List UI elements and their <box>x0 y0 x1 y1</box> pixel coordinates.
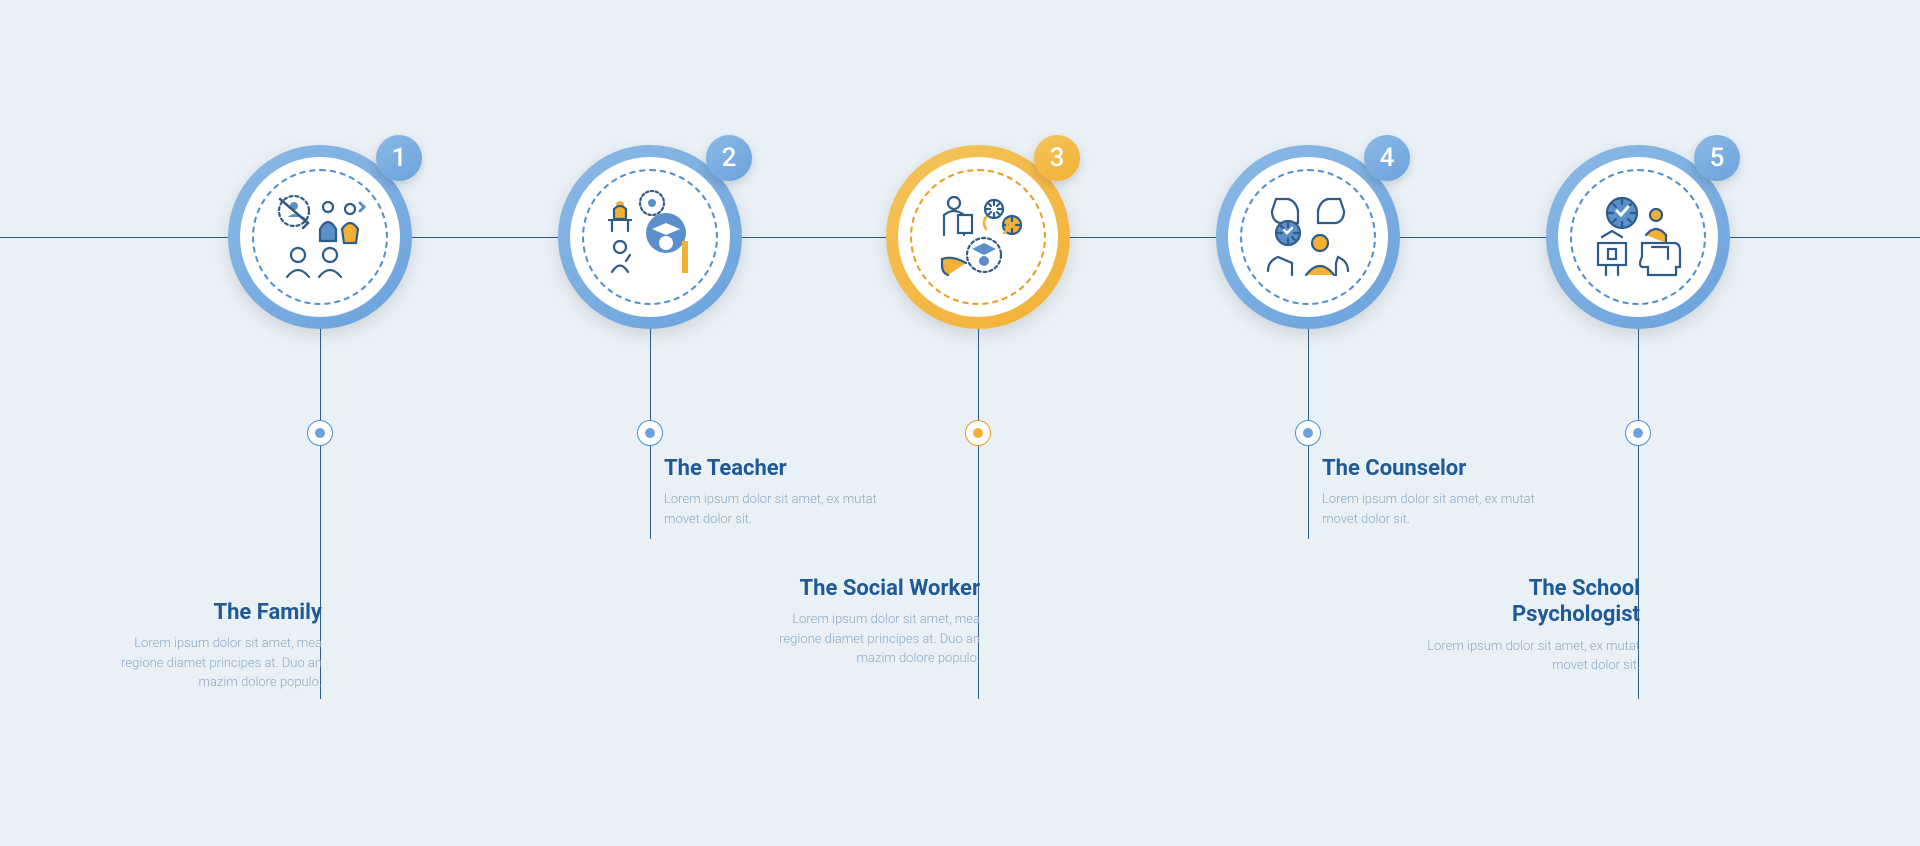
step-marker <box>637 420 663 446</box>
step-number: 2 <box>722 143 737 173</box>
step-1: 1 The Family Lorem ipsum dolor sit amet,… <box>228 145 428 329</box>
step-icon-container <box>252 169 388 305</box>
step-number-badge: 3 <box>1034 135 1080 181</box>
step-icon-container <box>1570 169 1706 305</box>
step-text: The Counselor Lorem ipsum dolor sit amet… <box>1322 456 1552 529</box>
step-marker <box>1295 420 1321 446</box>
step-4: 4 The Counselor Lorem ipsum dolor sit am… <box>1216 145 1416 329</box>
step-body: Lorem ipsum dolor sit amet, mea regione … <box>750 610 980 669</box>
step-number: 4 <box>1380 143 1395 173</box>
step-icon-container <box>1240 169 1376 305</box>
step-body: Lorem ipsum dolor sit amet, ex mutat mov… <box>664 490 894 529</box>
step-title: The Teacher <box>664 456 894 482</box>
step-number-badge: 1 <box>376 135 422 181</box>
step-text: The Family Lorem ipsum dolor sit amet, m… <box>92 600 322 693</box>
step-marker <box>965 420 991 446</box>
step-circle: 2 <box>558 145 742 329</box>
step-circle: 4 <box>1216 145 1400 329</box>
step-title: The Counselor <box>1322 456 1552 482</box>
step-circle: 5 <box>1546 145 1730 329</box>
step-body: Lorem ipsum dolor sit amet, ex mutat mov… <box>1410 637 1640 676</box>
step-number-badge: 2 <box>706 135 752 181</box>
step-title: The School Psychologist <box>1410 576 1640 629</box>
step-number: 1 <box>392 143 407 173</box>
step-marker <box>1625 420 1651 446</box>
step-title: The Social Worker <box>750 576 980 602</box>
step-text: The School Psychologist Lorem ipsum dolo… <box>1410 576 1640 676</box>
step-circle: 1 <box>228 145 412 329</box>
step-number: 3 <box>1050 143 1065 173</box>
step-body: Lorem ipsum dolor sit amet, ex mutat mov… <box>1322 490 1552 529</box>
step-title: The Family <box>92 600 322 626</box>
step-marker <box>307 420 333 446</box>
step-icon-container <box>582 169 718 305</box>
step-number-badge: 5 <box>1694 135 1740 181</box>
step-text: The Teacher Lorem ipsum dolor sit amet, … <box>664 456 894 529</box>
step-number-badge: 4 <box>1364 135 1410 181</box>
step-circle: 3 <box>886 145 1070 329</box>
step-text: The Social Worker Lorem ipsum dolor sit … <box>750 576 980 669</box>
step-5: 5 The School Psychologist Lorem ipsum do… <box>1546 145 1746 329</box>
step-number: 5 <box>1710 143 1725 173</box>
step-3: 3 The Social Worker Lorem ipsum dolor si… <box>886 145 1086 329</box>
step-body: Lorem ipsum dolor sit amet, mea regione … <box>92 634 322 693</box>
step-2: 2 The Teacher Lorem ipsum dolor sit amet… <box>558 145 758 329</box>
infographic-canvas: 1 The Family Lorem ipsum dolor sit amet,… <box>0 0 1920 846</box>
step-icon-container <box>910 169 1046 305</box>
